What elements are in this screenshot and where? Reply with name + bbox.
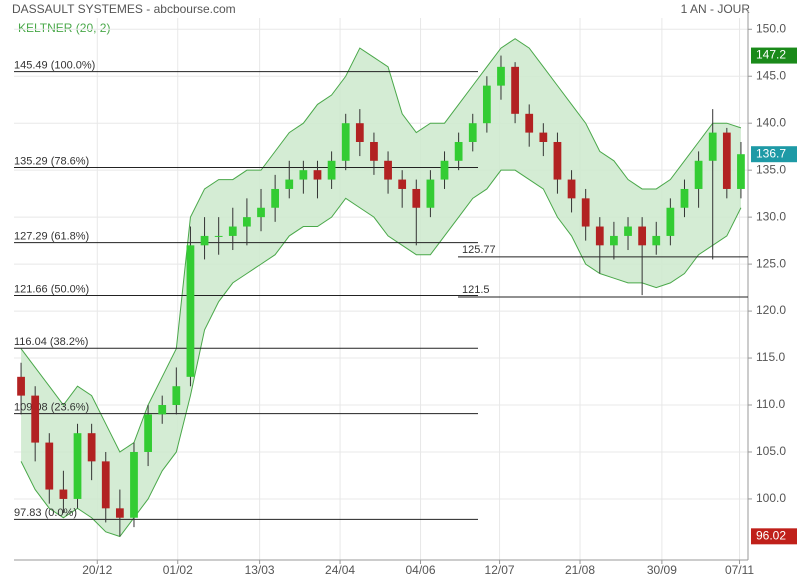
- band-upper: [20, 38, 742, 453]
- price-tag: [751, 146, 797, 163]
- fib-label: 145.49 (100.0%): [14, 60, 95, 72]
- candle-body: [285, 179, 294, 189]
- candle-body: [172, 386, 181, 406]
- candle-body: [31, 395, 40, 443]
- candle-body: [87, 433, 96, 462]
- price-tag: [751, 47, 797, 64]
- candle-body: [595, 226, 604, 246]
- x-tick-label: 13/03: [245, 563, 275, 577]
- candle-body: [454, 141, 463, 161]
- candle-body: [299, 170, 308, 180]
- candle-body: [370, 141, 378, 161]
- support-label: 121.5: [462, 284, 490, 296]
- candle-body: [694, 160, 703, 189]
- y-tick-label: 105.0: [756, 444, 786, 458]
- candle-body: [130, 451, 138, 518]
- candle-body: [610, 235, 618, 246]
- fib-label: 97.83 (0.0%): [14, 507, 77, 519]
- candle-body: [17, 376, 25, 396]
- candle-body: [440, 160, 449, 180]
- candle-body: [158, 405, 167, 415]
- candle-body: [412, 188, 421, 208]
- candle-body: [327, 160, 336, 180]
- candle-body: [581, 198, 590, 227]
- y-tick-label: 140.0: [756, 115, 786, 129]
- x-tick-label: 24/04: [325, 563, 355, 577]
- candle-body: [355, 123, 364, 142]
- price-tag: [751, 528, 797, 545]
- x-tick-label: 07/11: [725, 563, 754, 577]
- candle-body: [426, 179, 435, 208]
- candle-body: [468, 123, 477, 142]
- fib-label: 116.04 (38.2%): [14, 336, 88, 348]
- x-tick-label: 12/07: [485, 563, 515, 577]
- price-tag-label: 147.2: [756, 48, 786, 62]
- y-tick-label: 135.0: [756, 162, 786, 176]
- candle-body: [497, 66, 505, 86]
- y-tick-label: 100.0: [756, 491, 786, 505]
- price-tag-label: 136.7: [756, 146, 786, 160]
- candle-body: [73, 433, 82, 499]
- support-label: 125.77: [462, 244, 496, 256]
- candle-body: [186, 245, 195, 377]
- candle-body: [638, 226, 647, 246]
- indicator-legend: KELTNER (20, 2): [18, 21, 110, 35]
- candle-body: [680, 188, 689, 208]
- candle-body: [482, 85, 491, 124]
- candle-body: [567, 179, 576, 199]
- fib-label: 109.08 (23.6%): [14, 402, 89, 414]
- period-label: 1 AN - JOUR: [681, 2, 751, 16]
- chart-title: DASSAULT SYSTEMES - abcbourse.com: [12, 2, 236, 16]
- y-tick-label: 145.0: [756, 68, 786, 82]
- candle-body: [271, 188, 280, 208]
- candle-body: [341, 123, 350, 161]
- candle-body: [398, 179, 407, 189]
- candle-body: [313, 170, 322, 180]
- candle-body: [115, 508, 124, 518]
- y-tick-label: 110.0: [756, 397, 785, 411]
- y-tick-label: 115.0: [756, 350, 785, 364]
- x-tick-label: 30/09: [647, 563, 677, 577]
- x-tick-label: 20/12: [82, 563, 112, 577]
- candle-body: [708, 132, 717, 161]
- candle-body: [243, 217, 251, 227]
- candle-body: [553, 141, 562, 180]
- candle-body: [257, 207, 265, 218]
- x-tick-label: 04/06: [406, 563, 436, 577]
- fib-label: 127.29 (61.8%): [14, 231, 89, 243]
- fib-label: 135.29 (78.6%): [14, 155, 89, 167]
- candle-body: [45, 442, 54, 490]
- candle-body: [59, 489, 68, 499]
- candle-body: [511, 66, 519, 114]
- fib-label: 121.66 (50.0%): [14, 283, 89, 295]
- candle-body: [666, 207, 675, 236]
- band-lower: [20, 169, 742, 538]
- price-tag-label: 96.02: [756, 529, 786, 543]
- x-tick-label: 01/02: [163, 563, 193, 577]
- y-tick-label: 125.0: [756, 256, 786, 270]
- candle-body: [722, 132, 731, 189]
- y-tick-label: 130.0: [756, 209, 786, 223]
- candle-body: [101, 461, 110, 509]
- candle-body: [200, 235, 209, 246]
- y-tick-label: 120.0: [756, 303, 786, 317]
- candle-body: [228, 226, 237, 236]
- band-fill: [21, 38, 741, 537]
- candle-body: [539, 132, 548, 142]
- candle-body: [144, 414, 152, 452]
- x-tick-label: 21/08: [565, 563, 595, 577]
- candle-body: [525, 113, 534, 133]
- candle-body: [737, 154, 745, 189]
- candle-body: [214, 235, 223, 237]
- candle-body: [384, 160, 392, 180]
- candle-body: [624, 226, 632, 236]
- y-tick-label: 150.0: [756, 21, 786, 35]
- candle-body: [652, 235, 661, 246]
